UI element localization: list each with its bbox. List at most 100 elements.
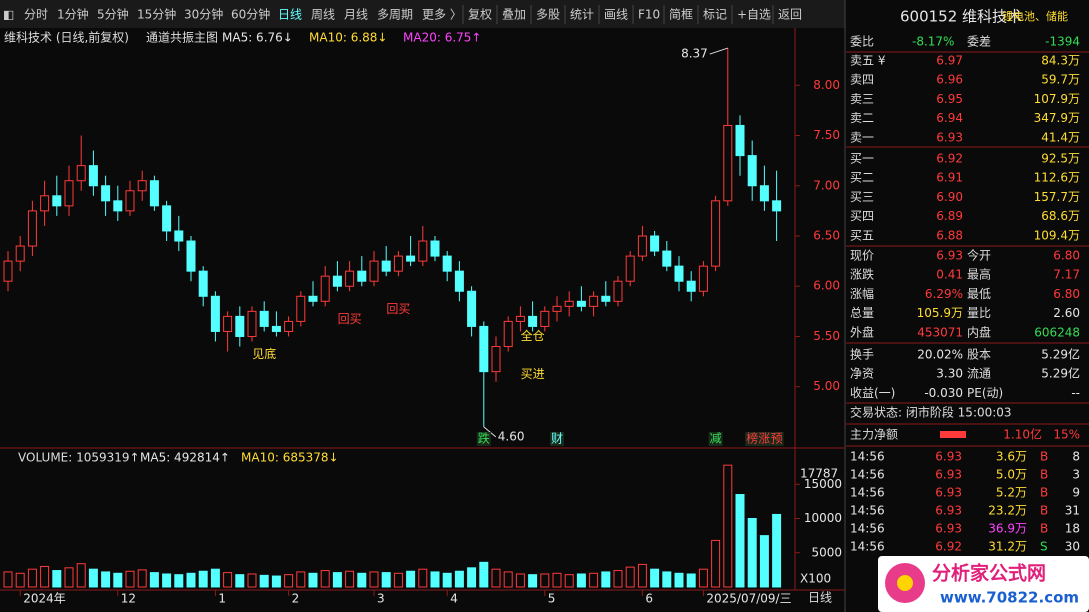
volume-bar bbox=[686, 573, 696, 588]
candle-body bbox=[320, 275, 330, 302]
candle-body bbox=[491, 346, 501, 373]
period-tab[interactable]: 多周期 bbox=[377, 8, 413, 22]
extreme-pointer bbox=[709, 47, 728, 55]
volume-bar bbox=[613, 570, 623, 588]
field-label: 今开 bbox=[967, 248, 991, 263]
y-tick-label: 6.50 bbox=[813, 228, 840, 242]
x-tick-label: 2 bbox=[292, 592, 300, 606]
volume-bar bbox=[442, 572, 452, 588]
signal-badge bbox=[708, 432, 723, 446]
volume-bar bbox=[332, 572, 342, 588]
period-tab[interactable]: 30分钟 bbox=[184, 7, 223, 22]
tool-button[interactable]: 统计 bbox=[570, 8, 594, 22]
book-price: 6.92 bbox=[936, 152, 963, 166]
candle-body bbox=[88, 165, 98, 187]
status: 交易状态: 闭市阶段 15:00:03 bbox=[850, 405, 1012, 420]
period-tab[interactable]: 15分钟 bbox=[137, 7, 176, 22]
field-value: -- bbox=[1071, 386, 1080, 400]
candle-body bbox=[674, 265, 684, 282]
book-volume: 347.9万 bbox=[1034, 111, 1080, 125]
period-tab[interactable]: 60分钟 bbox=[231, 7, 270, 22]
tool-button[interactable]: 简框 bbox=[669, 8, 693, 22]
field-label: PE(动) bbox=[967, 386, 1003, 400]
tick-count: 8 bbox=[1072, 450, 1080, 464]
tick-count: 3 bbox=[1072, 468, 1080, 482]
candle-body bbox=[393, 255, 403, 272]
period-tab[interactable]: 月线 bbox=[344, 8, 368, 22]
field-value: 3.30 bbox=[936, 367, 963, 381]
book-label: 卖三 bbox=[850, 92, 874, 106]
candle-body bbox=[503, 320, 513, 348]
field-label: 外盘 bbox=[850, 324, 874, 339]
annotation: 回买 bbox=[386, 302, 410, 316]
volume-bar bbox=[711, 539, 721, 588]
period-tab[interactable]: 5分钟 bbox=[97, 7, 129, 22]
tool-button[interactable]: 返回 bbox=[778, 8, 802, 22]
toolbar-bg bbox=[0, 0, 845, 28]
x-tick-label: 2024年 bbox=[23, 592, 66, 606]
signal-badge bbox=[745, 432, 760, 446]
watermark-url: www.70822.com bbox=[940, 589, 1079, 607]
volume-bar bbox=[174, 574, 184, 588]
book-label: 买四 bbox=[850, 209, 874, 223]
book-label: 买一 bbox=[850, 152, 874, 166]
volume-bar bbox=[430, 571, 440, 588]
field-value: 105.9万 bbox=[917, 306, 963, 320]
indicator-name[interactable]: 通道共振主图 bbox=[146, 31, 218, 45]
period-tab[interactable]: 更多 〉 bbox=[422, 8, 462, 22]
period-tab[interactable]: 周线 bbox=[311, 8, 335, 22]
field-label: 内盘 bbox=[967, 324, 991, 339]
field-value: 20.02% bbox=[917, 348, 963, 362]
tick-count: 18 bbox=[1065, 522, 1080, 536]
tick-side: B bbox=[1040, 504, 1048, 518]
period-tab[interactable]: 分时 bbox=[24, 8, 48, 22]
volume-bar bbox=[320, 570, 330, 588]
volume-bar bbox=[393, 572, 403, 588]
volume-unit-label: X100 bbox=[800, 572, 831, 586]
field-label: 量比 bbox=[967, 306, 991, 320]
tick-volume: 3.6万 bbox=[996, 450, 1027, 464]
volume-max-label: 17787 bbox=[800, 467, 838, 481]
tool-button[interactable]: 复权 bbox=[468, 8, 492, 22]
candle-body bbox=[369, 260, 379, 282]
volume-bar bbox=[40, 565, 50, 588]
tool-button[interactable]: 多股 bbox=[536, 8, 560, 22]
y-tick-label: 5.50 bbox=[813, 329, 840, 343]
candle-body bbox=[332, 275, 342, 287]
tool-button[interactable]: 标记 bbox=[703, 8, 727, 22]
field-label: 净资 bbox=[850, 367, 874, 381]
candle-body bbox=[625, 255, 635, 282]
period-tab[interactable]: 日线 bbox=[278, 8, 302, 22]
tool-button[interactable]: 画线 bbox=[604, 8, 628, 22]
tool-button[interactable]: +自选 bbox=[737, 8, 771, 22]
field-value: 6.80 bbox=[1053, 287, 1080, 301]
book-label: 买二 bbox=[850, 171, 874, 185]
period-tab[interactable]: 1分钟 bbox=[57, 7, 89, 22]
volume-bar bbox=[491, 568, 501, 588]
book-volume: 59.7万 bbox=[1041, 73, 1080, 87]
field-label: 流通 bbox=[967, 367, 991, 381]
book-price: 6.96 bbox=[936, 73, 963, 87]
signal: 榜 bbox=[746, 431, 758, 446]
field-label: 委差 bbox=[967, 35, 991, 49]
book-label: 卖五 ¥ bbox=[850, 54, 886, 68]
volume-y-tick-label: 15000 bbox=[804, 477, 842, 491]
candle-body bbox=[198, 270, 208, 297]
book-price: 6.91 bbox=[936, 171, 963, 185]
book-price: 6.88 bbox=[936, 228, 963, 242]
tool-button[interactable]: 叠加 bbox=[502, 8, 526, 22]
ma-label: MA10: 6.88↓ bbox=[309, 31, 387, 45]
volume-bar bbox=[149, 572, 159, 588]
tick-side: B bbox=[1040, 450, 1048, 464]
book-volume: 107.9万 bbox=[1034, 92, 1080, 106]
tick-time: 14:56 bbox=[850, 504, 885, 518]
volume-bar bbox=[247, 573, 257, 588]
volume-bar bbox=[601, 571, 611, 588]
candle-body bbox=[296, 295, 306, 322]
tool-button[interactable]: F10 bbox=[638, 8, 660, 22]
book-volume: 112.6万 bbox=[1034, 171, 1080, 185]
volume-bar bbox=[759, 535, 769, 588]
volume-bar bbox=[650, 568, 660, 588]
candle-body bbox=[540, 310, 550, 327]
candle-body bbox=[418, 240, 428, 262]
